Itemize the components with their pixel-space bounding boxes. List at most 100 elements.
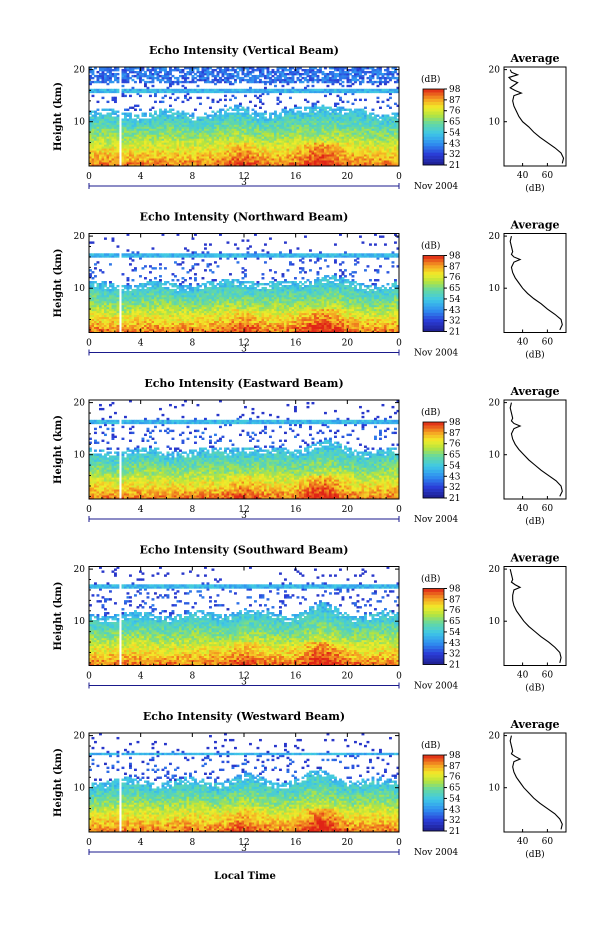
heatmap-cell [274, 120, 277, 123]
heatmap-cell [199, 74, 202, 78]
heatmap-cell [304, 106, 307, 109]
heatmap-cell [316, 126, 320, 129]
heatmap-cell [346, 140, 350, 143]
heatmap-cell [316, 128, 320, 131]
heatmap-cell [104, 138, 107, 141]
heatmap-cell [209, 70, 212, 74]
heatmap-cell [304, 142, 307, 145]
heatmap-cell [191, 90, 195, 94]
heatmap-cell [174, 152, 177, 155]
heatmap-cell [149, 68, 152, 72]
heatmap-cell [299, 72, 302, 76]
heatmap-cell [371, 120, 375, 123]
heatmap-cell [151, 124, 155, 127]
heatmap-cell [274, 124, 277, 127]
heatmap-cell [309, 142, 312, 145]
heatmap-cell [231, 88, 235, 92]
heatmap-cell [359, 120, 362, 123]
heatmap-cell [229, 128, 232, 131]
heatmap-cell [204, 148, 207, 151]
heatmap-cell [271, 118, 275, 121]
heatmap-cell [131, 138, 135, 141]
heatmap-cell [371, 138, 375, 141]
heatmap-cell [344, 146, 347, 149]
heatmap-cell [161, 150, 165, 153]
heatmap-cell [149, 146, 152, 149]
heatmap-cell [329, 156, 332, 159]
heatmap-cell [144, 122, 147, 125]
heatmap-cell [116, 158, 120, 161]
heatmap-cell [374, 136, 377, 139]
heatmap-cell [191, 164, 195, 167]
heatmap-cell [396, 134, 400, 137]
heatmap-cell [309, 134, 312, 137]
heatmap-cell [164, 126, 167, 129]
heatmap-cell [174, 148, 177, 151]
heatmap-cell [271, 134, 275, 137]
heatmap-cell [321, 70, 325, 74]
heatmap-cell [139, 138, 142, 141]
heatmap-cell [216, 116, 220, 119]
heatmap-cell [101, 90, 105, 94]
heatmap-cell [99, 112, 102, 115]
heatmap-cell [144, 142, 147, 145]
heatmap-cell [134, 104, 137, 107]
heatmap-cell [261, 128, 265, 131]
heatmap-cell [181, 80, 185, 84]
heatmap-cell [306, 106, 310, 109]
heatmap-cell [341, 106, 345, 109]
heatmap-cell [129, 76, 132, 80]
heatmap-cell [281, 130, 285, 133]
heatmap-cell [331, 144, 335, 147]
heatmap-cell [154, 76, 157, 80]
heatmap-cell [146, 86, 150, 90]
heatmap-cell [241, 138, 245, 141]
heatmap-cell [391, 76, 395, 80]
heatmap-cell [109, 162, 112, 165]
heatmap-cell [254, 160, 257, 163]
heatmap-cell [129, 142, 132, 145]
heatmap-cell [184, 156, 187, 159]
heatmap-cell [306, 78, 310, 82]
heatmap-cell [354, 134, 357, 137]
heatmap-cell [216, 124, 220, 127]
heatmap-cell [366, 114, 370, 117]
heatmap-cell [326, 124, 330, 127]
heatmap-cell [106, 152, 110, 155]
heatmap-cell [359, 146, 362, 149]
heatmap-cell [264, 88, 267, 92]
heatmap-cell [306, 118, 310, 121]
heatmap-cell [334, 112, 337, 115]
heatmap-cell [151, 130, 155, 133]
heatmap-cell [306, 114, 310, 117]
heatmap-cell [254, 154, 257, 157]
heatmap-cell [336, 140, 340, 143]
heatmap-cell [196, 134, 200, 137]
heatmap-cell [244, 132, 247, 135]
heatmap-cell [109, 140, 112, 143]
heatmap-cell [159, 126, 162, 129]
heatmap-cell [89, 128, 92, 131]
heatmap-cell [289, 80, 292, 84]
heatmap-cell [329, 130, 332, 133]
heatmap-cell [101, 152, 105, 155]
heatmap-cell [156, 76, 160, 80]
heatmap-cell [391, 160, 395, 163]
heatmap-cell [386, 134, 390, 137]
heatmap-cell [319, 118, 322, 121]
heatmap-cell [259, 122, 262, 125]
heatmap-cell [366, 134, 370, 137]
heatmap-cell [226, 132, 230, 135]
heatmap-cell [161, 132, 165, 135]
heatmap-cell [286, 88, 290, 92]
heatmap-cell [106, 144, 110, 147]
heatmap-cell [301, 154, 305, 157]
heatmap-cell [214, 134, 217, 137]
heatmap-cell [331, 134, 335, 137]
heatmap-cell [301, 116, 305, 119]
heatmap-cell [324, 138, 327, 141]
heatmap-cell [189, 114, 192, 117]
heatmap-cell [324, 140, 327, 143]
heatmap-cell [144, 138, 147, 141]
heatmap-cell [371, 150, 375, 153]
